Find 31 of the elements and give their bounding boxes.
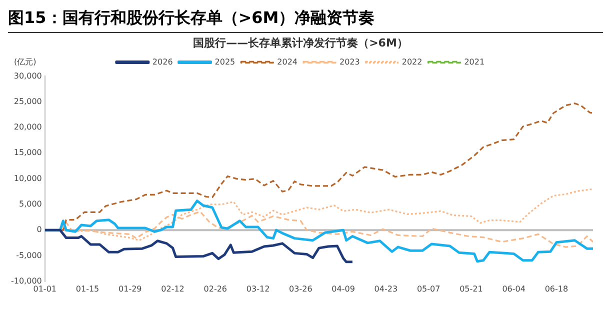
x-tick-label: 05-21 [460,284,483,294]
x-tick-label: 02-26 [204,284,228,294]
legend-label: 2025 [214,57,236,66]
legend-label: 2026 [152,57,173,66]
y-tick-label: -5,000 [16,250,42,260]
x-tick-label: 04-23 [374,284,398,294]
y-tick-label: -10,000 [10,276,42,286]
legend-label: 2024 [277,57,298,66]
y-tick-label: 5,000 [18,200,42,209]
x-tick-label: 01-15 [76,284,100,294]
legend-label: 2021 [464,57,485,66]
y-tick-label: 0 [36,225,42,234]
y-tick-label: 25,000 [14,96,42,106]
x-tick-label: 01-01 [33,284,57,294]
y-tick-label: 15,000 [14,148,42,158]
x-tick-label: 03-26 [289,284,312,294]
x-tick-label: 02-12 [161,284,184,294]
x-tick-label: 03-12 [246,284,270,294]
y-tick-label: 30,000 [14,71,42,80]
x-tick-label: 01-29 [118,284,142,294]
x-tick-label: 05-07 [416,284,440,294]
x-tick-label: 04-09 [332,284,355,294]
x-tick-label: 06-18 [544,284,568,294]
chart-subtitle: 国股行——长存单累计净发行节奏（>6M） [193,36,408,50]
y-axis-title: (亿元) [14,57,36,66]
x-tick-label: 06-04 [502,284,526,294]
y-tick-label: 20,000 [14,122,42,132]
chart-title: 图15：国有行和股份行长存单（>6M）净融资节奏 [8,8,603,33]
y-tick-label: 10,000 [14,174,42,183]
legend-label: 2022 [402,57,422,66]
legend-label: 2023 [340,57,360,66]
